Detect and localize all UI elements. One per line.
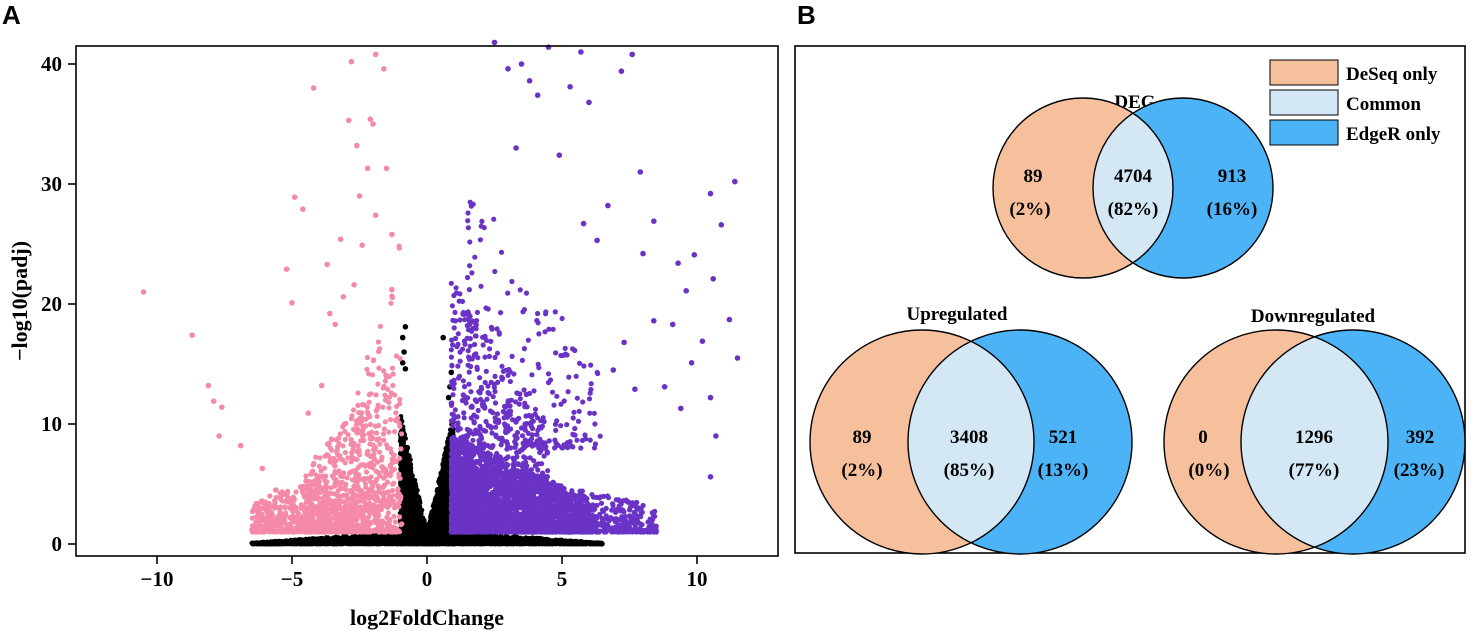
not-significant-point bbox=[405, 497, 411, 503]
not-significant-point bbox=[311, 536, 317, 542]
not-significant-point bbox=[413, 483, 418, 488]
not-significant-point bbox=[418, 539, 424, 544]
not-significant-point bbox=[296, 538, 302, 544]
not-significant-point bbox=[405, 490, 411, 495]
not-significant-point bbox=[495, 541, 500, 547]
not-significant-point bbox=[409, 485, 414, 491]
not-significant-point bbox=[412, 536, 418, 542]
not-significant-point bbox=[431, 507, 437, 512]
not-significant-point bbox=[416, 495, 422, 500]
not-significant-point bbox=[444, 469, 450, 475]
not-significant-point bbox=[538, 541, 544, 546]
not-significant-point bbox=[471, 541, 477, 546]
not-significant-point bbox=[375, 535, 380, 540]
not-significant-point bbox=[317, 541, 322, 547]
not-significant-point bbox=[438, 535, 443, 540]
not-significant-point bbox=[559, 539, 565, 544]
not-significant-point bbox=[534, 541, 539, 547]
not-significant-point bbox=[488, 538, 494, 544]
not-significant-point bbox=[539, 536, 544, 541]
not-significant-point bbox=[439, 506, 445, 511]
not-significant-point bbox=[273, 541, 279, 546]
not-significant-point bbox=[519, 537, 525, 542]
not-significant-point bbox=[517, 541, 522, 546]
not-significant-point bbox=[438, 470, 444, 475]
not-significant-point bbox=[483, 541, 488, 546]
not-significant-point bbox=[398, 466, 403, 472]
not-significant-point bbox=[523, 535, 529, 540]
not-significant-point bbox=[574, 541, 579, 547]
not-significant-point bbox=[595, 541, 601, 546]
not-significant-point bbox=[482, 534, 488, 540]
not-significant-point bbox=[412, 490, 418, 495]
not-significant-point bbox=[425, 529, 430, 535]
not-significant-point bbox=[430, 534, 436, 540]
not-significant-point bbox=[404, 524, 410, 530]
not-significant-point bbox=[544, 541, 550, 546]
not-significant-point bbox=[285, 539, 290, 544]
not-significant-point bbox=[262, 541, 268, 547]
not-significant-point bbox=[499, 537, 504, 543]
not-significant-point bbox=[427, 524, 433, 530]
not-significant-point bbox=[358, 535, 363, 541]
not-significant-point bbox=[330, 541, 336, 547]
not-significant-point bbox=[425, 541, 430, 547]
not-significant-point bbox=[437, 486, 442, 491]
not-significant-point bbox=[503, 539, 509, 544]
not-significant-point bbox=[440, 463, 446, 469]
not-significant-point bbox=[511, 534, 517, 540]
not-significant-point bbox=[435, 513, 441, 519]
not-significant-point bbox=[302, 538, 308, 543]
not-significant-point bbox=[553, 541, 558, 546]
not-significant-point bbox=[403, 531, 408, 536]
not-significant-point bbox=[334, 541, 340, 546]
not-significant-point bbox=[525, 541, 530, 546]
not-significant-point bbox=[400, 486, 406, 492]
not-significant-point bbox=[409, 515, 415, 521]
not-significant-point bbox=[375, 541, 381, 547]
not-significant-point bbox=[255, 540, 260, 546]
not-significant-point bbox=[356, 540, 361, 545]
not-significant-point bbox=[461, 538, 466, 543]
not-significant-point bbox=[363, 537, 369, 542]
not-significant-point bbox=[269, 541, 274, 547]
not-significant-point bbox=[457, 541, 463, 547]
not-significant-point bbox=[390, 541, 395, 547]
not-significant-point bbox=[430, 519, 435, 525]
not-significant-point bbox=[346, 541, 351, 546]
not-significant-point bbox=[379, 538, 385, 544]
not-significant-point bbox=[411, 530, 416, 535]
panel-a-label: A bbox=[2, 0, 21, 30]
not-significant-point bbox=[578, 539, 584, 545]
not-significant-point bbox=[418, 524, 423, 529]
not-significant-point bbox=[584, 541, 589, 547]
not-significant-point bbox=[476, 541, 482, 546]
not-significant-point bbox=[418, 508, 424, 513]
not-significant-point bbox=[430, 511, 436, 517]
not-significant-point bbox=[340, 541, 345, 547]
not-significant-point bbox=[404, 476, 410, 482]
not-significant-point bbox=[544, 536, 549, 542]
not-significant-point bbox=[589, 540, 595, 546]
not-significant-point bbox=[414, 520, 419, 525]
not-significant-point bbox=[399, 540, 405, 545]
scatter-points bbox=[140, 39, 741, 547]
not-significant-point bbox=[512, 540, 518, 546]
not-significant-point bbox=[250, 541, 256, 547]
not-significant-point bbox=[413, 512, 419, 517]
not-significant-point bbox=[405, 519, 411, 524]
not-significant-point bbox=[435, 539, 440, 545]
not-significant-point bbox=[307, 539, 313, 544]
not-significant-point bbox=[403, 460, 408, 466]
not-significant-point bbox=[419, 529, 424, 535]
not-significant-point bbox=[402, 506, 408, 511]
not-significant-point bbox=[433, 497, 439, 503]
not-significant-point bbox=[412, 540, 417, 546]
not-significant-point bbox=[420, 534, 426, 540]
